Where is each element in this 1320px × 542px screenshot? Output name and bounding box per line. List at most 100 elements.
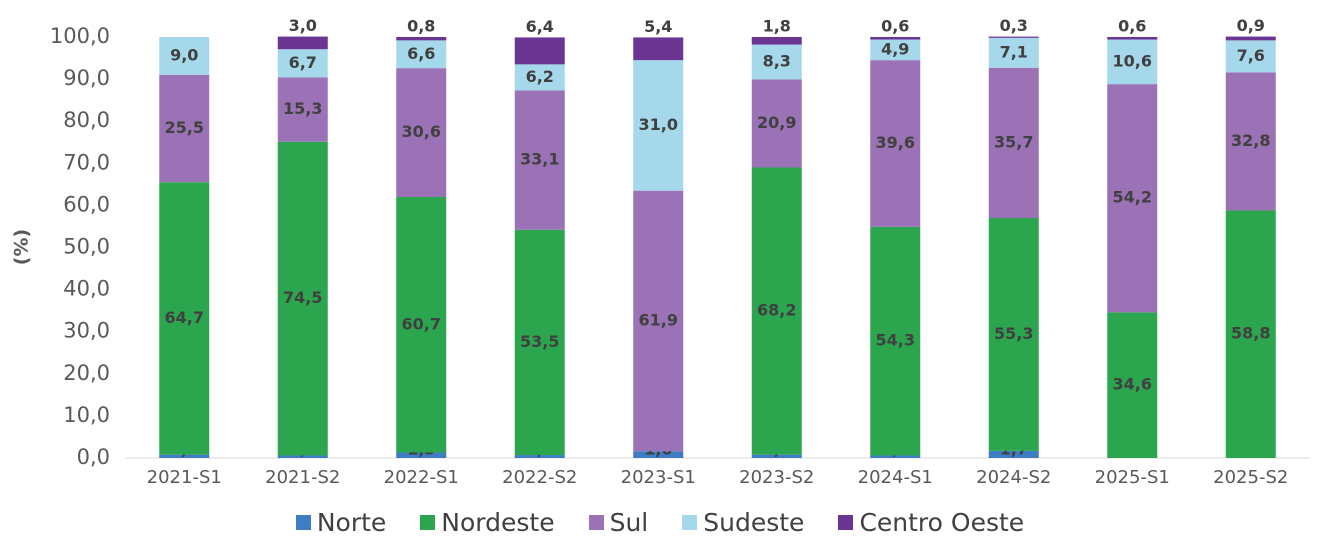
bar-segment xyxy=(277,36,328,50)
data-label: 9,0 xyxy=(170,45,198,64)
legend-label: Sudeste xyxy=(703,508,805,537)
bar-segment xyxy=(988,67,1039,219)
data-label: 32,8 xyxy=(1231,131,1270,150)
data-label: 6,4 xyxy=(526,17,554,36)
legend-label: Nordeste xyxy=(441,508,555,537)
data-label: 35,7 xyxy=(994,132,1033,151)
data-label: 39,6 xyxy=(876,133,915,152)
y-tick-label: 90,0 xyxy=(63,66,110,90)
y-tick-label: 100,0 xyxy=(50,24,110,48)
legend-item: Sul xyxy=(588,508,649,537)
bar-segment xyxy=(396,40,447,69)
data-label: 1,8 xyxy=(763,17,791,36)
bar-segment xyxy=(870,60,921,227)
bar-segment xyxy=(751,167,802,455)
x-tick-label: 2024-S2 xyxy=(976,467,1051,488)
bar-segment xyxy=(1225,72,1276,211)
x-tick-label: 2023-S1 xyxy=(621,467,696,488)
data-label: 25,5 xyxy=(165,118,204,137)
y-tick-label: 10,0 xyxy=(63,403,110,427)
data-label: 4,9 xyxy=(881,39,909,58)
legend-label: Norte xyxy=(316,508,387,537)
data-label: 6,6 xyxy=(407,44,435,63)
data-label: 6,7 xyxy=(289,53,317,72)
bar-segment xyxy=(159,37,210,75)
data-label: 7,6 xyxy=(1237,46,1265,65)
bar-segment xyxy=(277,49,328,78)
bar-segment xyxy=(870,37,921,40)
data-label: 8,3 xyxy=(763,52,791,71)
data-label: 6,2 xyxy=(526,67,554,86)
legend-item: Sudeste xyxy=(682,508,804,537)
bar-segment xyxy=(751,454,802,458)
chart: (%) 0,0 10,0 20,0 30,0 40,0 50,0 60,0 70,0 80,0 9… xyxy=(11,16,1310,488)
legend-item: Centro Oeste xyxy=(838,508,1024,537)
data-label: 0,9 xyxy=(1237,16,1265,35)
bar-segment xyxy=(514,64,565,91)
data-label: 15,3 xyxy=(283,99,322,118)
bar-segment xyxy=(1225,36,1276,41)
y-tick-label: 70,0 xyxy=(63,150,110,174)
data-label: 60,7 xyxy=(402,314,441,333)
bar-segment xyxy=(1107,312,1158,458)
legend-swatch xyxy=(295,515,311,530)
data-label: 58,8 xyxy=(1231,324,1270,343)
y-tick-label: 30,0 xyxy=(63,319,110,343)
bar-segment xyxy=(396,452,447,458)
legend-swatch xyxy=(420,515,436,530)
legend-label: Sul xyxy=(609,508,649,537)
x-tick-label: 2023-S2 xyxy=(739,467,814,488)
bar-segment xyxy=(988,218,1039,451)
bar-segment xyxy=(870,226,921,456)
bar-segment xyxy=(633,37,684,61)
data-label: 30,6 xyxy=(402,122,441,141)
data-label: 55,3 xyxy=(994,324,1033,343)
legend-label: Centro Oeste xyxy=(859,508,1025,537)
x-tick-label: 2021-S1 xyxy=(147,467,222,488)
bar-segment xyxy=(514,90,565,230)
data-label: 0,6 xyxy=(1118,17,1146,36)
data-label: 34,6 xyxy=(1113,375,1152,394)
bar-segment xyxy=(159,74,210,183)
bar-segment xyxy=(159,454,210,458)
data-label: 61,9 xyxy=(639,310,678,329)
data-label: 0,3 xyxy=(1000,16,1028,35)
bar-segment xyxy=(751,44,802,80)
data-label: 5,4 xyxy=(644,17,672,36)
data-label: 20,9 xyxy=(757,113,796,132)
bar-segment xyxy=(751,79,802,168)
x-tick-label: 2022-S1 xyxy=(384,467,459,488)
data-label: 0,6 xyxy=(881,17,909,36)
y-tick-label: 50,0 xyxy=(63,235,110,259)
x-tick-label: 2022-S2 xyxy=(502,467,577,488)
bar-segment xyxy=(1225,40,1276,73)
bar-segment xyxy=(751,37,802,45)
bar-segment xyxy=(1107,84,1158,313)
x-tick-label: 2025-S2 xyxy=(1213,467,1288,488)
data-label: 10,6 xyxy=(1113,51,1152,70)
y-tick-label: 20,0 xyxy=(63,361,110,385)
bar-segment xyxy=(277,455,328,458)
data-label: 7,1 xyxy=(1000,42,1028,61)
bar-segment xyxy=(1107,37,1158,40)
bar-segment xyxy=(514,229,565,456)
bar-segment xyxy=(277,77,328,142)
data-label: 64,7 xyxy=(165,308,204,327)
bar-segment xyxy=(1107,39,1158,85)
bar-segment xyxy=(988,37,1039,68)
legend-swatch xyxy=(682,515,698,530)
bar-segment xyxy=(396,196,447,453)
x-tick-label: 2021-S2 xyxy=(265,467,340,488)
data-label: 54,3 xyxy=(876,331,915,350)
bar-segment xyxy=(514,455,565,458)
x-tick-label: 2025-S1 xyxy=(1095,467,1170,488)
y-tick-label: 60,0 xyxy=(63,192,110,216)
legend-item: Norte xyxy=(295,508,387,537)
bar-segment xyxy=(870,39,921,61)
bar-segment xyxy=(988,36,1039,38)
y-axis-label: (%) xyxy=(11,229,33,265)
legend-swatch xyxy=(838,515,854,530)
bar-segment xyxy=(988,450,1039,458)
bar-segment xyxy=(159,182,210,455)
